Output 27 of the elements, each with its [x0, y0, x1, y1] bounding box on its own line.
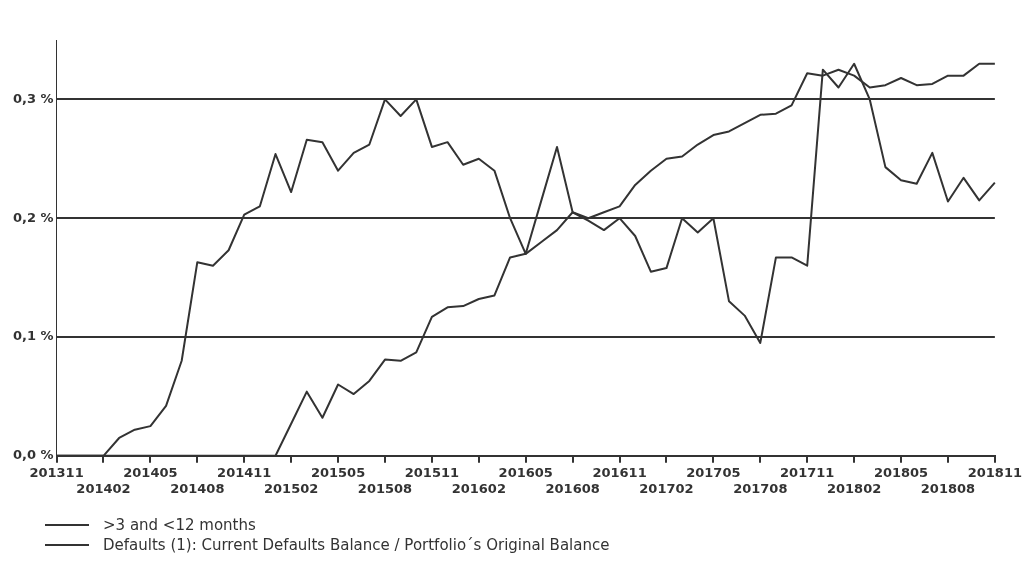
x-tick-label: 201711	[780, 464, 835, 480]
x-tick-label: 201705	[686, 464, 741, 480]
y-tick-label: 0,3 %	[12, 90, 54, 106]
x-tick-label: 201708	[733, 480, 788, 496]
x-tick-label: 201508	[357, 480, 413, 496]
legend-label: >3 and <12 months	[103, 516, 256, 534]
x-tick-label: 201605	[498, 464, 553, 480]
x-tick-label: 201602	[451, 480, 506, 496]
y-tick-label: 0,0 %	[12, 447, 54, 463]
y-tick-label: 0,2 %	[12, 209, 54, 225]
x-tick-label: 201405	[123, 464, 178, 480]
x-tick-label: 201408	[170, 480, 225, 496]
x-tick-label: 201811	[967, 464, 1022, 480]
x-tick-label: 201511	[404, 464, 460, 480]
x-tick-label: 201402	[76, 480, 131, 496]
x-tick-label: 201802	[826, 480, 882, 496]
x-tick-label: 201411	[217, 464, 272, 480]
x-tick-label: 201502	[264, 480, 319, 496]
legend-label: Defaults (1): Current Defaults Balance / Portfolio´s Original Balance	[103, 536, 610, 554]
x-tick-label: 201805	[873, 464, 929, 480]
x-tick-label: 201311	[29, 464, 84, 480]
x-tick-label: 201608	[545, 480, 600, 496]
x-tick-label: 201702	[639, 480, 694, 496]
x-tick-label: 201505	[310, 464, 366, 480]
x-tick-label: 201611	[592, 464, 647, 480]
y-tick-label: 0,1 %	[12, 328, 54, 344]
x-tick-label: 201808	[920, 480, 976, 496]
